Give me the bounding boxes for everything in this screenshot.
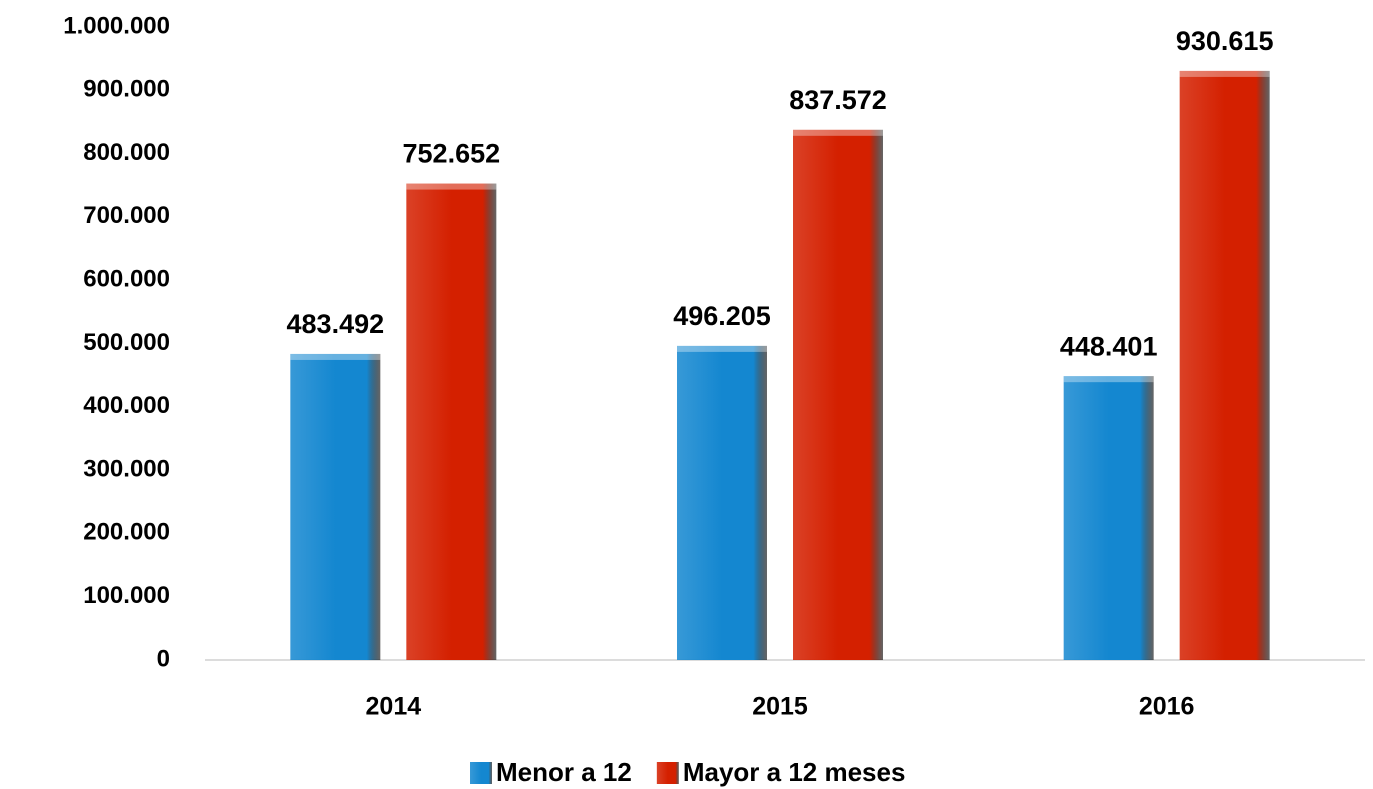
- y-tick-label: 300.000: [83, 455, 170, 482]
- value-label: 448.401: [1060, 331, 1158, 361]
- y-tick-label: 1.000.000: [63, 12, 170, 39]
- value-label: 837.572: [789, 85, 887, 115]
- y-tick-label: 900.000: [83, 76, 170, 103]
- y-tick-label: 500.000: [83, 329, 170, 356]
- value-label: 930.615: [1176, 26, 1274, 56]
- bar-bevel: [406, 183, 497, 190]
- legend: Menor a 12 Mayor a 12 meses: [470, 757, 905, 787]
- y-tick-label: 800.000: [83, 139, 170, 166]
- legend-label: Mayor a 12 meses: [683, 757, 906, 787]
- bar-bevel: [1063, 376, 1154, 383]
- bar: [793, 129, 883, 661]
- bar: [1179, 70, 1270, 660]
- x-tick-label: 2015: [752, 693, 808, 721]
- legend-swatch: [656, 762, 679, 784]
- value-label: 483.492: [287, 309, 385, 339]
- legend-swatch: [470, 762, 492, 784]
- y-tick-label: 100.000: [83, 582, 170, 609]
- y-tick-label: 700.000: [83, 202, 170, 229]
- value-label: 752.652: [403, 139, 501, 169]
- bar-bevel: [290, 353, 381, 360]
- value-label: 496.205: [673, 301, 771, 331]
- legend-label: Menor a 12: [496, 757, 632, 787]
- bar: [406, 183, 497, 660]
- y-tick-label: 400.000: [83, 392, 170, 419]
- x-tick-label: 2014: [366, 693, 422, 721]
- x-tick-label: 2016: [1139, 693, 1195, 721]
- bar: [677, 345, 767, 660]
- bar: [290, 353, 381, 660]
- y-tick-label: 0: [157, 645, 170, 672]
- y-tick-label: 600.000: [83, 266, 170, 293]
- y-tick-label: 200.000: [83, 519, 170, 546]
- bar-bevel: [1179, 70, 1270, 77]
- bar-bevel: [677, 345, 767, 352]
- bar-bevel: [793, 129, 883, 136]
- bar: [1063, 376, 1154, 660]
